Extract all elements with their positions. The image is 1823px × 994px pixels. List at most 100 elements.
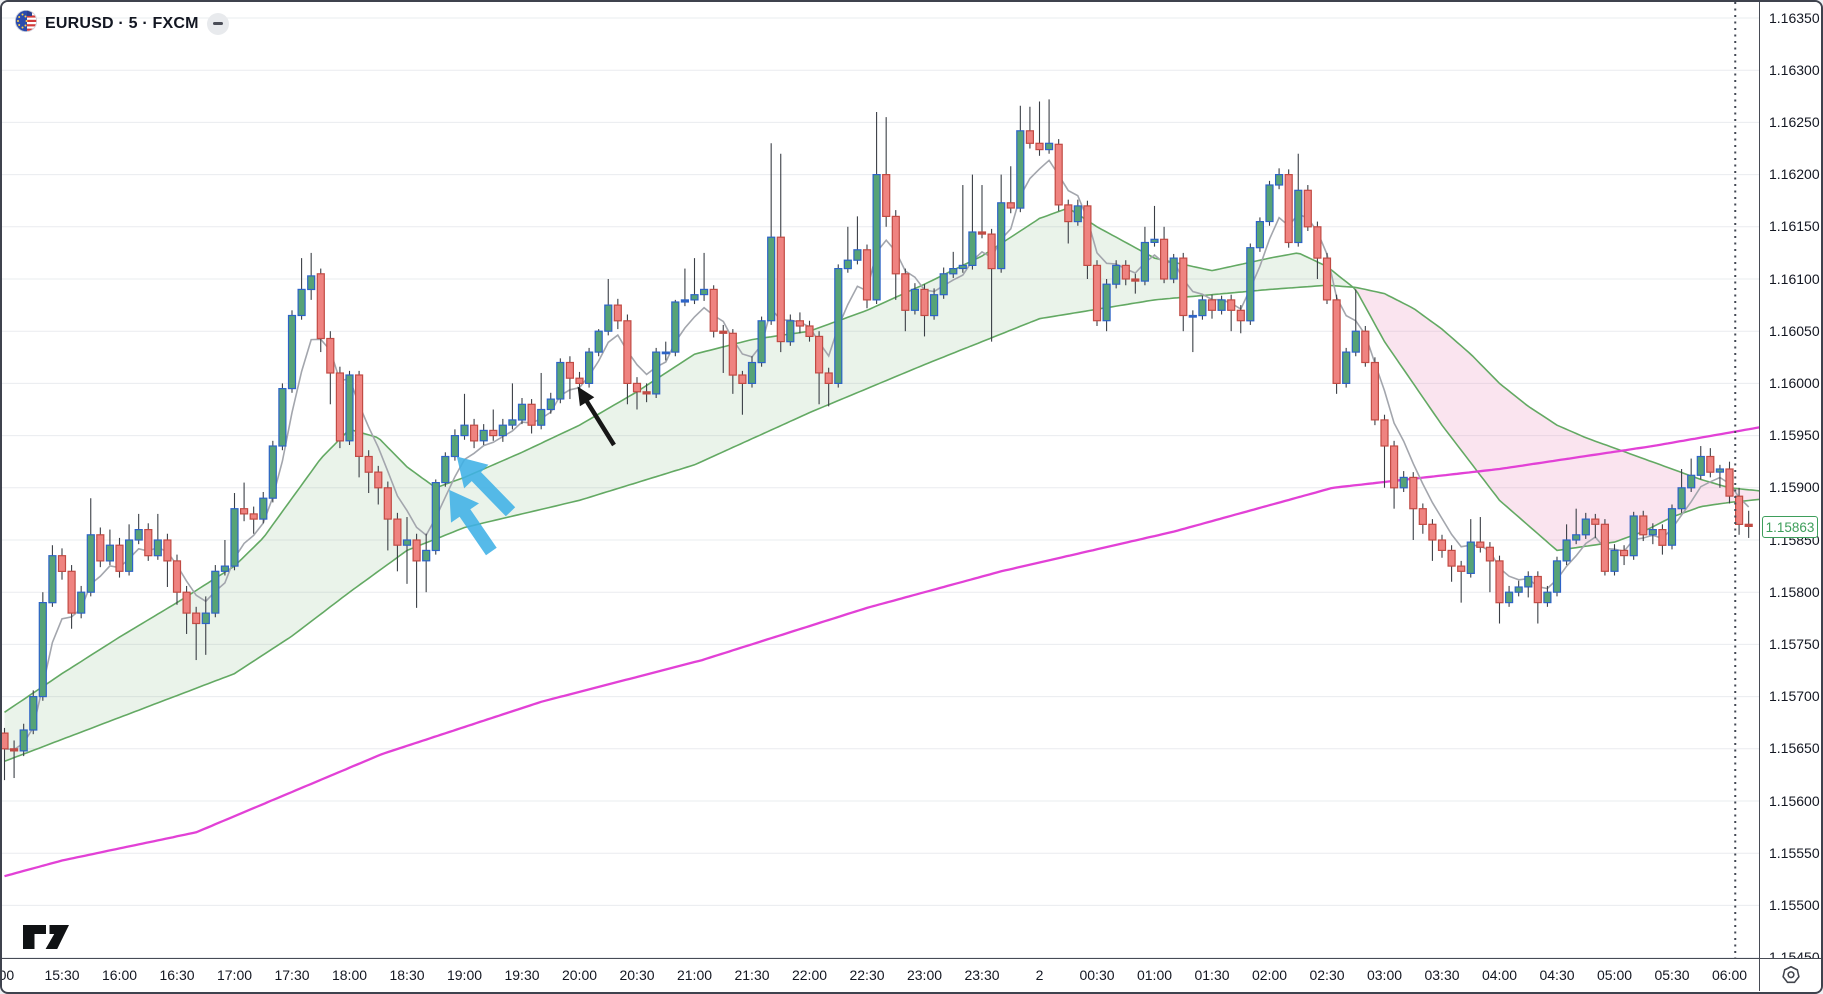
candle-body [297, 288, 306, 317]
candle-body [182, 591, 191, 614]
candle-body [1332, 299, 1341, 384]
candle-body [853, 249, 862, 261]
candle-body [891, 215, 900, 275]
candle-body [623, 320, 632, 384]
candle-body [19, 729, 28, 752]
time-tick-label: 21:30 [734, 967, 770, 983]
time-tick-label: 18:00 [331, 967, 368, 983]
price-tick-label: 1.15800 [1769, 583, 1820, 600]
time-axis[interactable]: 00 15:30 16:00 16:30 17:00 17:30 18:00 18:30 19:… [2, 958, 1759, 991]
cloud-upper-ma-line [4, 207, 1759, 713]
candle-body [575, 377, 584, 385]
candle-body [1687, 474, 1696, 489]
candle-body [470, 424, 479, 442]
candle-body [1389, 445, 1399, 489]
candle-body [1016, 130, 1025, 209]
time-tick-label: 23:30 [964, 967, 1000, 983]
candle-body [709, 288, 718, 332]
candle-body [642, 391, 651, 395]
candle-body [1265, 184, 1274, 223]
time-tick-label: 19:00 [446, 967, 483, 983]
scale-settings-button[interactable] [1780, 964, 1802, 986]
candle-body [1447, 549, 1456, 567]
candle-body [584, 351, 594, 385]
time-tick-label: 02:30 [1309, 967, 1345, 983]
candle-body [1658, 528, 1667, 546]
candle-body [786, 320, 795, 343]
symbol-title: EURUSD · 5 · FXCM [45, 14, 199, 32]
candle-body [10, 748, 19, 752]
tradingview-logo[interactable] [22, 924, 70, 955]
chart-pane[interactable] [2, 2, 1759, 958]
blue-up-arrow-annotation[interactable] [456, 456, 516, 517]
candle-body [134, 528, 143, 541]
candle-body [249, 513, 258, 520]
candle-body [690, 294, 699, 301]
candle-body [977, 231, 987, 235]
time-tick-label: 22:00 [791, 967, 828, 983]
price-tick-label: 1.15600 [1769, 792, 1820, 809]
candle-body [1667, 508, 1677, 546]
candle-body [719, 330, 728, 334]
candle-body [767, 236, 776, 322]
candle-body [939, 273, 948, 296]
candle-body [604, 304, 613, 332]
candle-body [163, 539, 172, 562]
candle-body [1610, 549, 1619, 572]
price-axis[interactable]: 1.15863 1.16350 1.16300 1.16250 1.16200 1.16… [1759, 2, 1821, 965]
candle-body [594, 330, 603, 353]
candle-body [172, 560, 182, 593]
candle-body [1677, 487, 1686, 510]
time-tick-label: 17:00 [216, 967, 253, 983]
candle-body [1485, 546, 1495, 562]
candle-body [862, 249, 872, 301]
candle-body [1274, 174, 1284, 186]
candle-body [2, 732, 9, 750]
time-tick-label: 21:00 [676, 967, 713, 983]
candle-body [671, 301, 680, 353]
price-tick-label: 1.16300 [1769, 61, 1820, 78]
candle-body [1179, 257, 1188, 317]
candle-body [1294, 189, 1303, 244]
candle-body [1591, 518, 1600, 525]
candlestick-chart[interactable] [2, 2, 1759, 958]
last-price-label: 1.15863 [1762, 516, 1818, 539]
candle-body [824, 372, 833, 384]
candle-body [1744, 523, 1753, 527]
candle-body [527, 403, 536, 426]
candle-body [1198, 299, 1207, 317]
candle-body [1399, 476, 1408, 489]
time-tick-label: 05:00 [1596, 967, 1633, 983]
time-tick-label: 04:00 [1481, 967, 1518, 983]
candle-body [1159, 238, 1169, 280]
candle-body [1370, 361, 1380, 421]
candle-body [230, 508, 239, 567]
candle-body [364, 455, 373, 473]
candle-body [1504, 591, 1514, 604]
candle-body [1054, 143, 1063, 206]
time-tick-label: 15:30 [44, 967, 80, 983]
hide-legend-button[interactable] [206, 12, 229, 35]
price-tick-label: 1.16100 [1769, 270, 1820, 287]
candle-body [1255, 221, 1265, 249]
candle-body [57, 555, 67, 573]
candle-body [537, 408, 546, 426]
time-tick-label: 04:30 [1539, 967, 1575, 983]
candle-body [843, 259, 852, 270]
blue-up-arrow-annotation[interactable] [449, 489, 497, 556]
price-tick-label: 1.15950 [1769, 427, 1820, 444]
candle-body [699, 288, 709, 296]
candle-body [997, 202, 1006, 270]
black-arrow-annotation[interactable] [577, 386, 616, 447]
candle-body [259, 497, 268, 520]
candle-body [1639, 515, 1648, 536]
candle-body [153, 539, 162, 557]
candle-body [1629, 515, 1638, 557]
candle-body [335, 372, 344, 442]
candle-body [949, 268, 958, 275]
price-tick-label: 1.16200 [1769, 166, 1820, 183]
candle-body [1092, 264, 1102, 322]
candle-body [1064, 204, 1073, 223]
candle-body [1150, 238, 1159, 244]
